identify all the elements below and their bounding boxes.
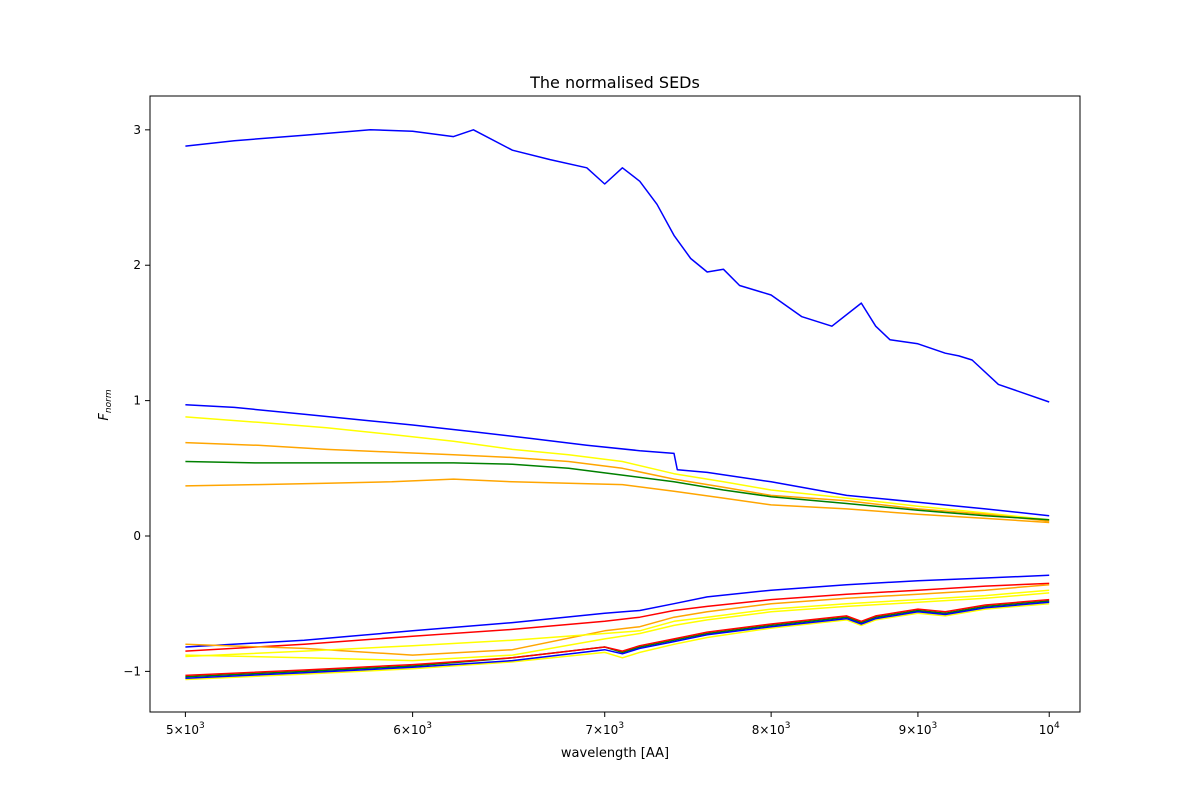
x-tick-label-exponent: 3 (618, 721, 624, 731)
series-line-15 (185, 601, 1050, 679)
series-line-13 (185, 602, 1050, 681)
y-tick-label: 0 (133, 529, 141, 543)
series-line-9 (185, 583, 1050, 656)
x-tick-label-exponent: 3 (426, 721, 432, 731)
series-line-11 (185, 592, 1050, 662)
x-tick-label-exponent: 3 (785, 721, 791, 731)
x-tick-label: 7×103 (585, 721, 624, 737)
series-line-4 (185, 441, 1050, 522)
y-tick-label: 3 (133, 123, 141, 137)
x-tick-label-base: 8×10 (752, 723, 785, 737)
x-tick-label-base: 6×10 (393, 723, 426, 737)
x-tick-label-base: 10 (1039, 723, 1054, 737)
x-tick-label: 8×103 (752, 721, 791, 737)
series-line-8 (185, 582, 1050, 652)
y-tick-label: −1 (123, 664, 141, 678)
series-line-6 (185, 478, 1050, 524)
series-line-7 (185, 574, 1050, 648)
series-line-3 (185, 416, 1050, 521)
y-tick-label: 2 (133, 258, 141, 272)
x-axis-label: wavelength [AA] (561, 746, 669, 761)
series-line-14 (185, 598, 1050, 677)
y-axis: −1 0 1 2 3 (123, 123, 150, 678)
x-tick-label-exponent: 3 (932, 721, 938, 731)
x-tick-label-exponent: 4 (1054, 721, 1060, 731)
plot-frame (149, 95, 1081, 713)
x-tick-label-base: 9×10 (899, 723, 932, 737)
x-tick-label: 5×103 (166, 721, 205, 737)
x-tick-label-exponent: 3 (199, 721, 205, 731)
x-tick-label: 104 (1039, 721, 1060, 737)
x-axis: 5×103 6×103 7×103 8×103 9×103 104 (166, 712, 1060, 737)
y-axis-label: Fnorm (97, 389, 114, 420)
series-line-5 (185, 460, 1050, 521)
series-line-1 (185, 129, 1050, 403)
series-line-2 (185, 403, 1050, 517)
y-tick-label: 1 (133, 394, 141, 408)
y-axis-label-subscript: norm (104, 389, 114, 413)
x-tick-label: 6×103 (393, 721, 432, 737)
chart-title: The normalised SEDs (529, 73, 700, 92)
y-axis-label-main: F (97, 413, 112, 421)
x-tick-label-base: 5×10 (166, 723, 199, 737)
x-tick-label-base: 7×10 (585, 723, 618, 737)
series-line-10 (185, 589, 1050, 658)
x-tick-label: 9×103 (899, 721, 938, 737)
series-layer (185, 129, 1050, 681)
